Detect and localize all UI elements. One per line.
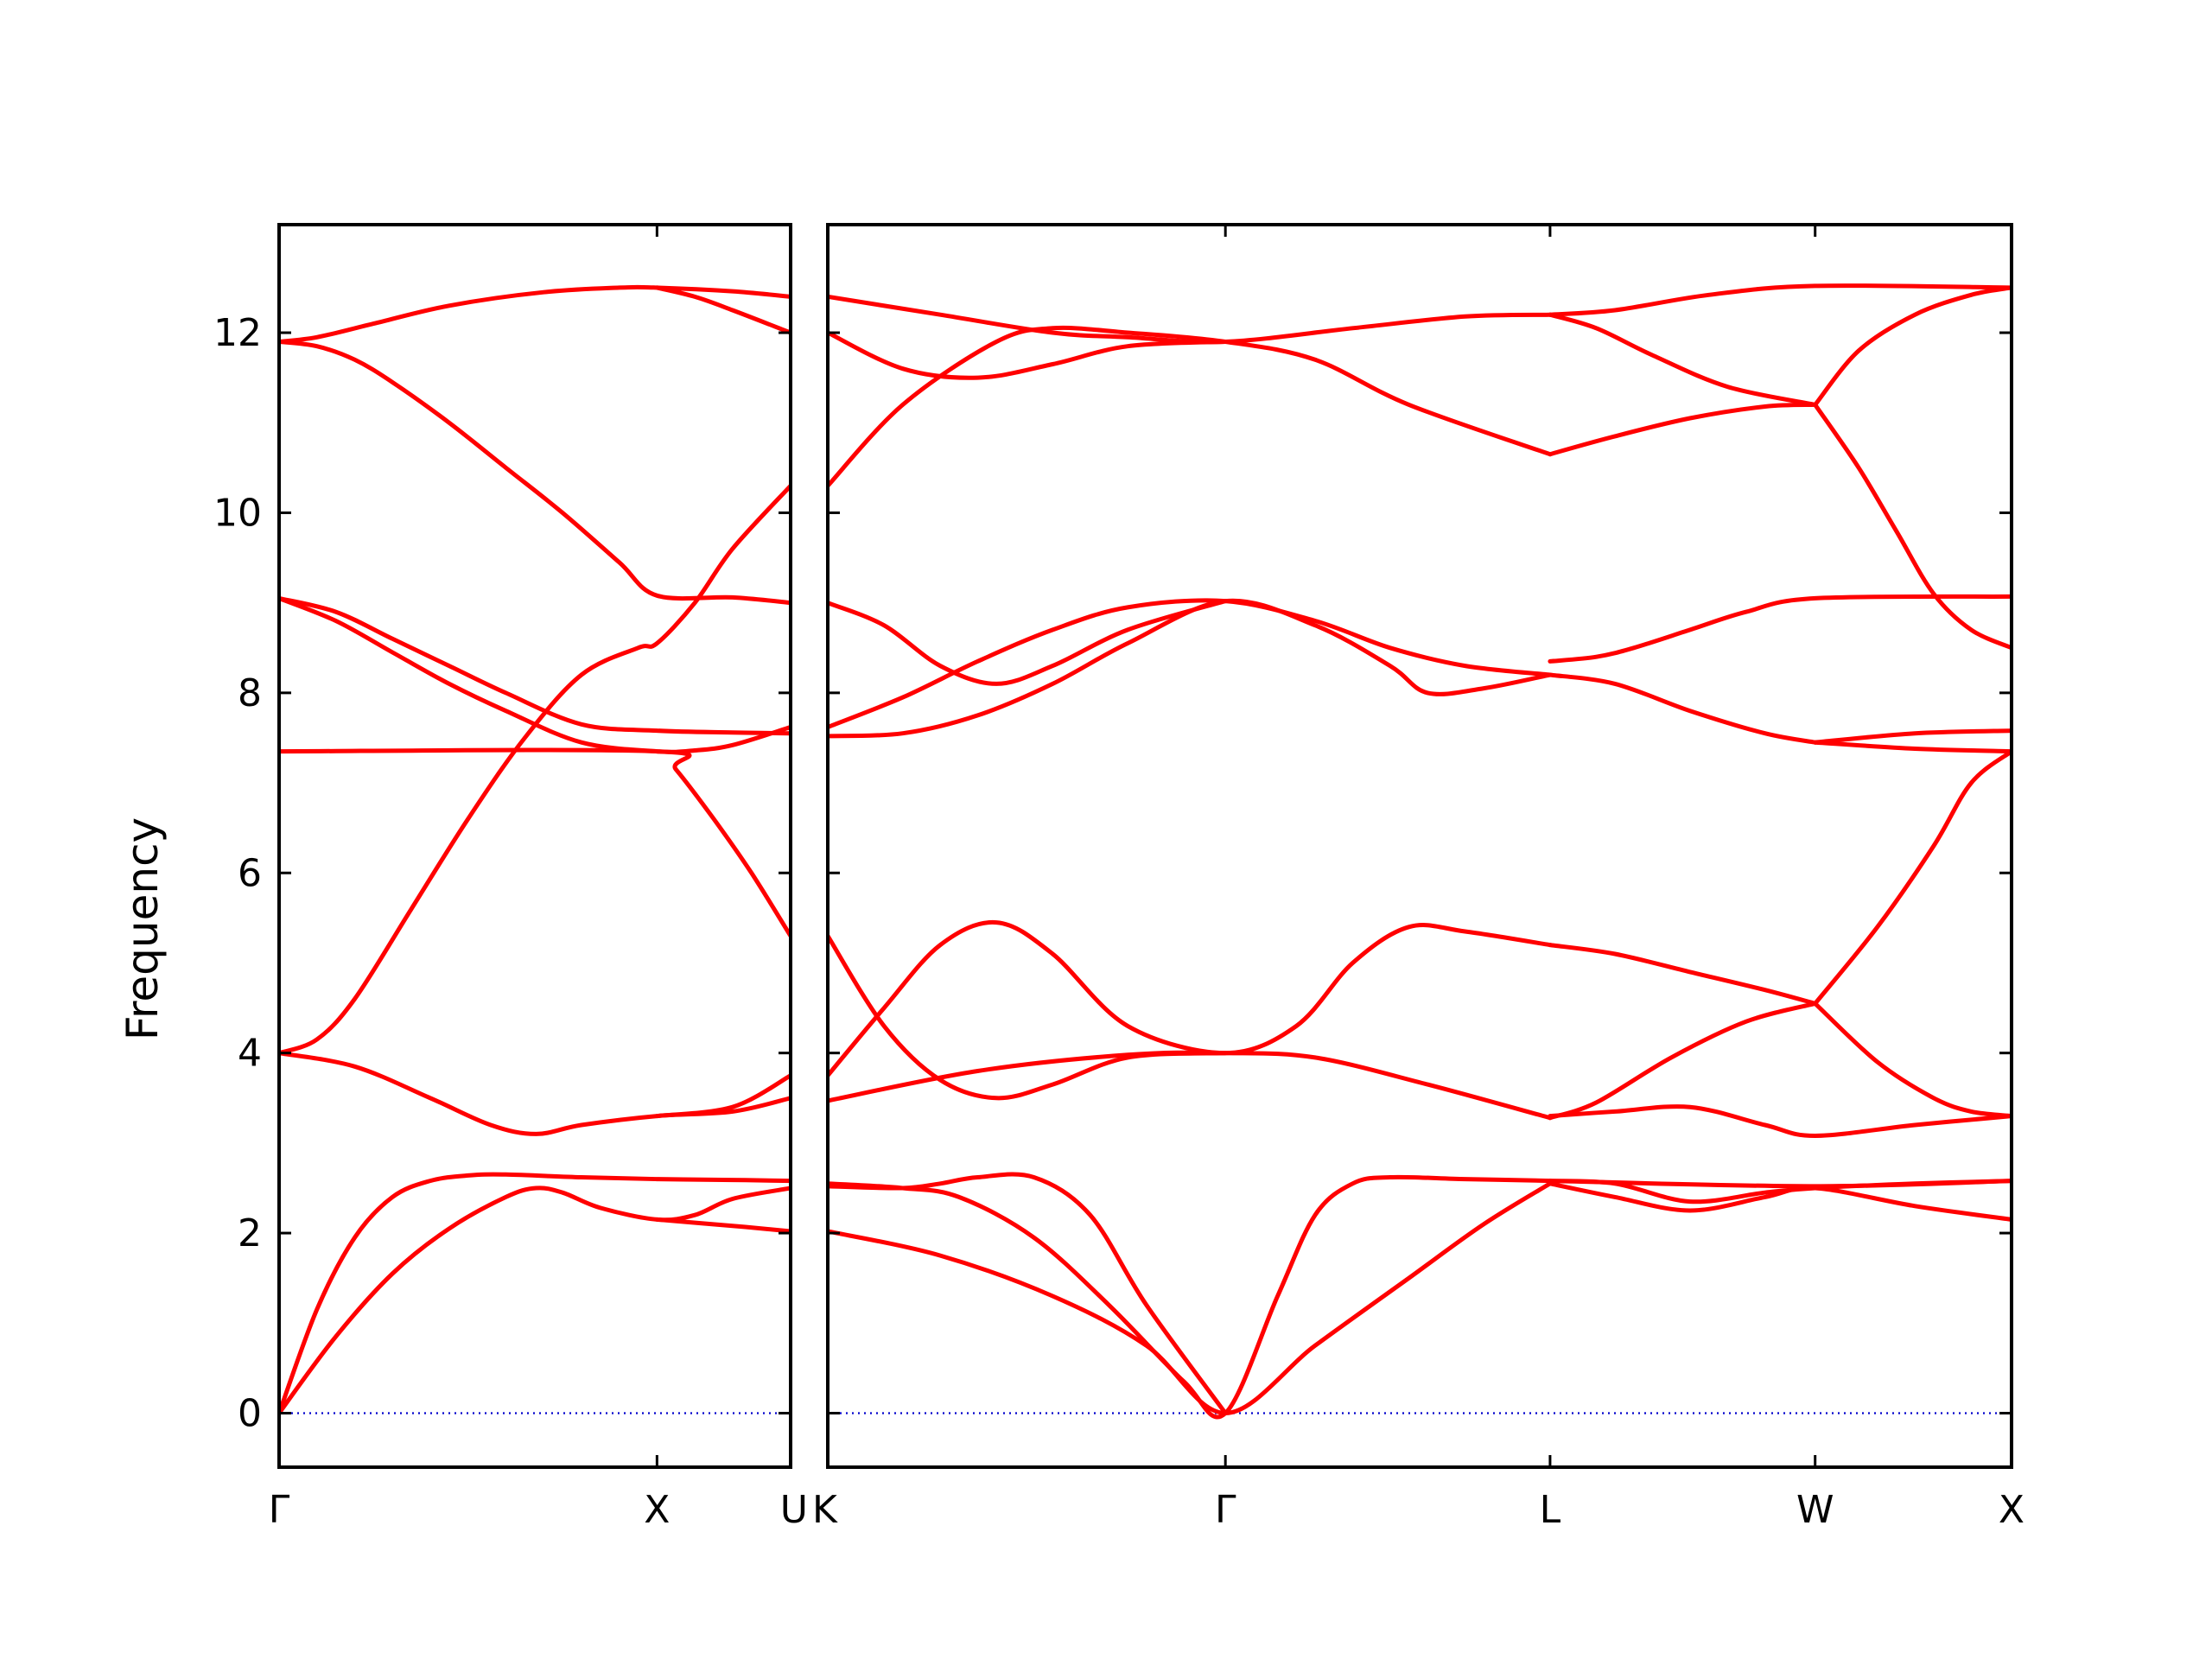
x-tick-label: U — [780, 1488, 808, 1532]
band-line-left-11 — [654, 1217, 791, 1234]
band-line-right-17 — [1548, 594, 2012, 664]
band-line-right-6 — [828, 919, 1553, 1078]
y-tick-label: 12 — [213, 311, 262, 355]
band-line-right-13 — [1548, 402, 1818, 457]
band-line-left-12 — [654, 1073, 791, 1119]
band-line-right-1 — [828, 1181, 1553, 1415]
band-line-right-28 — [1813, 1001, 2012, 1119]
band-line-left-1 — [279, 1185, 791, 1415]
y-tick-label: 2 — [238, 1211, 262, 1255]
band-line-right-5 — [828, 933, 1228, 1101]
band-line-right-19 — [1548, 1001, 1818, 1121]
x-tick-label: L — [1540, 1488, 1561, 1532]
panel-left: 0 2 4 6 8 10 12 Γ X U — [213, 223, 808, 1532]
band-line-right-14 — [1548, 312, 1818, 407]
x-tick-label: Γ — [1215, 1488, 1236, 1532]
band-line-right-18 — [1548, 943, 1818, 1006]
band-line-right-4 — [828, 1050, 1553, 1121]
x-tick-label: W — [1796, 1488, 1834, 1532]
band-line-right-8 — [828, 598, 1553, 729]
band-line-right-15 — [1548, 283, 2012, 317]
band-line-right-11 — [828, 330, 1228, 380]
y-tick-label: 10 — [213, 491, 262, 535]
x-tick-label: K — [812, 1488, 838, 1532]
band-line-left-7 — [279, 340, 791, 606]
band-line-right-16 — [1548, 672, 1818, 745]
band-line-right-24 — [1813, 285, 2012, 407]
band-line-right-27 — [1813, 749, 2012, 1006]
band-line-right-23 — [1548, 1179, 2012, 1189]
y-tick-label: 4 — [238, 1032, 262, 1076]
band-line-right-26 — [1813, 728, 2012, 745]
band-line-right-7 — [828, 598, 1553, 739]
band-line-right-12 — [828, 294, 1553, 345]
band-line-right-10 — [828, 325, 1553, 488]
band-line-left-4 — [279, 483, 791, 1056]
band-line-right-25 — [1813, 402, 2012, 651]
y-tick-label: 8 — [238, 671, 262, 715]
band-line-right-21 — [1548, 1181, 2012, 1222]
band-line-right-3 — [828, 1172, 1228, 1415]
y-axis-label: Frequency — [118, 817, 168, 1040]
band-line-right-2 — [828, 1174, 1553, 1420]
band-line-right-20 — [1548, 1104, 2012, 1138]
y-tick-label: 6 — [238, 851, 262, 895]
x-tick-label: X — [1999, 1488, 2024, 1532]
band-line-left-6 — [279, 595, 791, 754]
y-tick-label: 0 — [238, 1391, 262, 1435]
band-line-left-2 — [279, 1172, 791, 1415]
band-line-left-9 — [279, 284, 791, 344]
x-tick-label: X — [644, 1488, 670, 1532]
x-tick-label: Γ — [269, 1488, 290, 1532]
plot-frame — [826, 223, 2013, 1469]
band-line-left-5 — [279, 595, 791, 736]
plot-frame — [277, 223, 792, 1469]
band-line-right-29 — [1813, 740, 2012, 754]
band-line-left-10 — [654, 285, 791, 335]
band-line-left-3 — [279, 1051, 791, 1136]
band-line-right-9 — [828, 599, 1228, 686]
band-line-left-8 — [279, 747, 791, 938]
